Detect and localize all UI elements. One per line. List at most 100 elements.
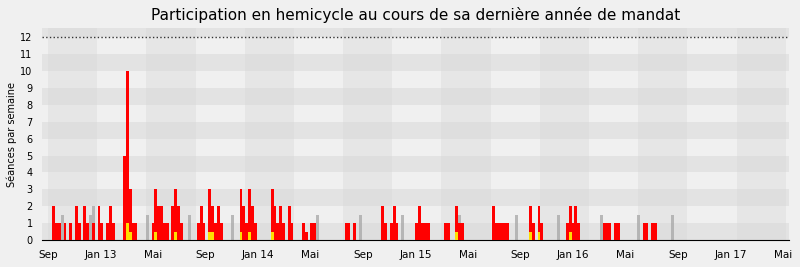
Bar [310, 232, 314, 240]
Bar [569, 206, 571, 240]
Bar [101, 223, 103, 240]
Bar [189, 215, 191, 240]
Bar [42, 172, 789, 190]
Bar [177, 206, 180, 240]
Bar [200, 206, 202, 240]
Bar [390, 223, 393, 240]
Bar [109, 223, 112, 240]
Bar [427, 223, 430, 240]
Bar [310, 223, 314, 240]
Bar [569, 232, 571, 240]
Bar [248, 232, 251, 240]
Bar [254, 223, 257, 240]
Bar [637, 215, 640, 240]
Bar [606, 223, 609, 240]
Bar [109, 206, 112, 240]
Bar [538, 206, 540, 240]
Bar [246, 223, 248, 240]
Bar [214, 223, 217, 240]
Title: Participation en hemicycle au cours de sa dernière année de mandat: Participation en hemicycle au cours de s… [151, 7, 680, 23]
Bar [112, 223, 114, 240]
Y-axis label: Séances par semaine: Séances par semaine [7, 82, 18, 187]
Bar [202, 223, 206, 240]
Bar [347, 223, 350, 240]
Bar [305, 232, 308, 240]
Bar [58, 223, 61, 240]
Bar [242, 206, 246, 240]
Bar [279, 206, 282, 240]
Bar [458, 215, 461, 240]
Bar [384, 223, 387, 240]
Bar [270, 232, 274, 240]
Bar [151, 223, 154, 240]
Bar [245, 28, 294, 240]
Bar [217, 206, 220, 240]
Bar [70, 223, 72, 240]
Bar [529, 232, 532, 240]
Bar [529, 206, 532, 240]
Bar [239, 232, 242, 240]
Bar [78, 223, 81, 240]
Bar [654, 223, 657, 240]
Bar [154, 190, 158, 240]
Bar [208, 190, 211, 240]
Bar [126, 223, 129, 240]
Bar [498, 223, 501, 240]
Bar [248, 190, 251, 240]
Bar [134, 223, 138, 240]
Bar [220, 223, 222, 240]
Bar [506, 223, 509, 240]
Bar [146, 28, 195, 240]
Bar [538, 232, 540, 240]
Bar [239, 190, 242, 240]
Bar [48, 28, 97, 240]
Bar [42, 190, 789, 206]
Bar [382, 206, 384, 240]
Bar [600, 215, 602, 240]
Bar [132, 223, 134, 240]
Bar [566, 223, 569, 240]
Bar [163, 223, 166, 240]
Bar [52, 206, 55, 240]
Bar [197, 223, 200, 240]
Bar [316, 215, 319, 240]
Bar [503, 223, 506, 240]
Bar [571, 223, 574, 240]
Bar [146, 215, 149, 240]
Bar [208, 232, 211, 240]
Bar [52, 232, 55, 240]
Bar [197, 223, 200, 240]
Bar [129, 190, 132, 240]
Bar [75, 215, 78, 240]
Bar [602, 223, 606, 240]
Bar [129, 232, 132, 240]
Bar [609, 223, 611, 240]
Bar [92, 223, 95, 240]
Bar [61, 215, 64, 240]
Bar [455, 232, 458, 240]
Bar [42, 20, 789, 37]
Bar [166, 223, 169, 240]
Bar [651, 223, 654, 240]
Bar [86, 223, 89, 240]
Bar [270, 190, 274, 240]
Bar [353, 223, 356, 240]
Bar [42, 105, 789, 121]
Bar [455, 206, 458, 240]
Bar [646, 223, 648, 240]
Bar [42, 71, 789, 88]
Bar [458, 223, 461, 240]
Bar [42, 37, 789, 54]
Bar [617, 223, 620, 240]
Bar [302, 223, 305, 240]
Bar [415, 223, 418, 240]
Bar [171, 206, 174, 240]
Bar [211, 206, 214, 240]
Bar [277, 223, 279, 240]
Bar [288, 206, 290, 240]
Bar [180, 223, 182, 240]
Bar [151, 223, 154, 240]
Bar [402, 215, 404, 240]
Bar [158, 206, 160, 240]
Bar [98, 206, 101, 240]
